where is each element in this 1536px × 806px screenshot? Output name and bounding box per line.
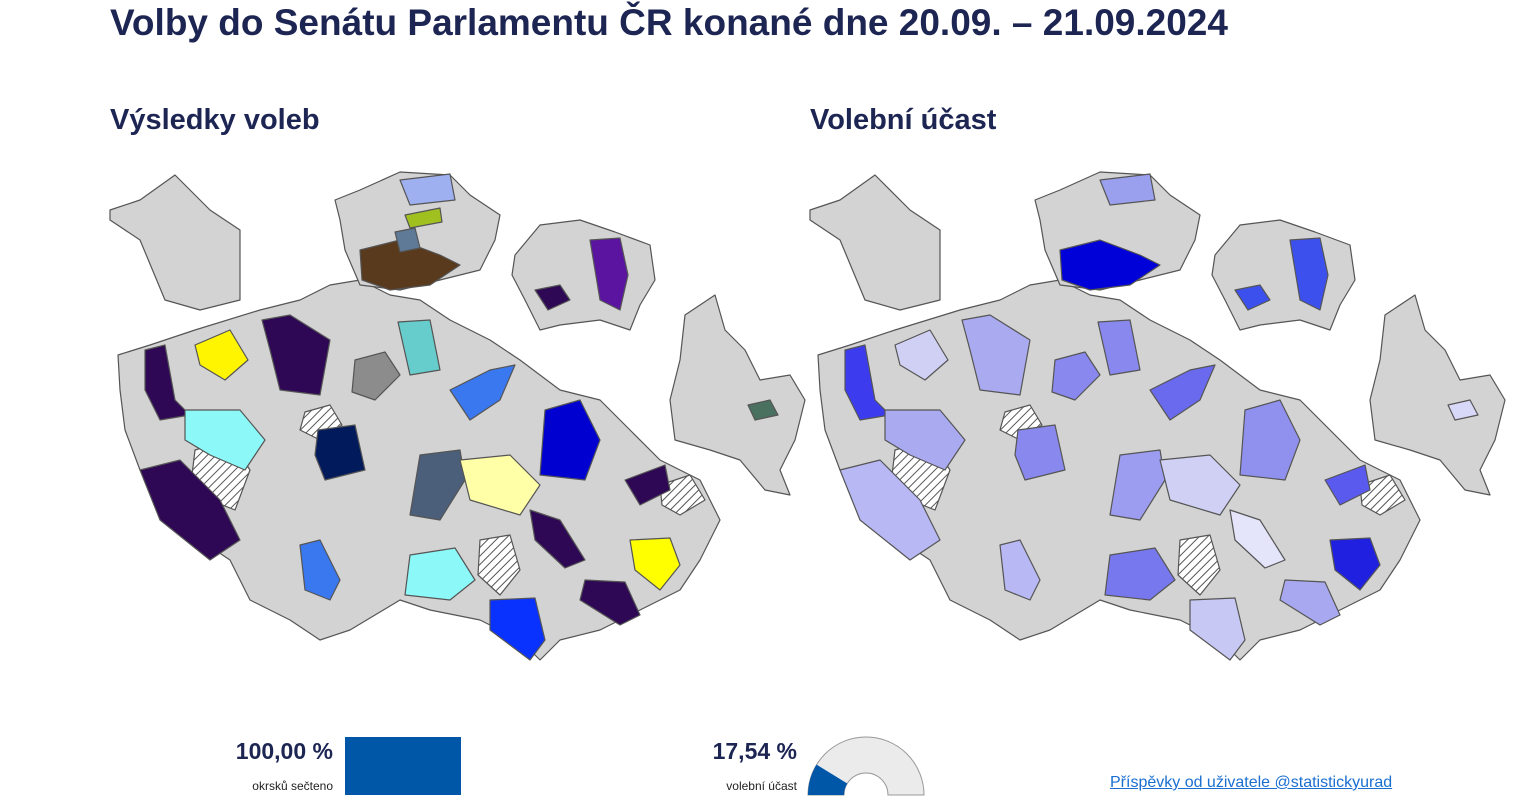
turnout-map (809, 171, 1506, 661)
turnout-caption: volební účast (726, 779, 797, 793)
section-heading: Výsledky voleb (110, 104, 320, 136)
counted-bar (345, 737, 461, 795)
turnout-value: 17,54 % (712, 738, 797, 764)
counted-value: 100,00 % (235, 738, 333, 764)
page-title: Volby do Senátu Parlamentu ČR konané dne… (110, 2, 1228, 43)
user-link[interactable]: Příspěvky od uživatele @statistickyurad (1110, 774, 1393, 791)
results-map (109, 171, 806, 661)
turnout-gauge (808, 764, 848, 795)
section-heading: Volební účast (810, 104, 997, 136)
counted-caption: okrsků sečteno (252, 779, 333, 793)
